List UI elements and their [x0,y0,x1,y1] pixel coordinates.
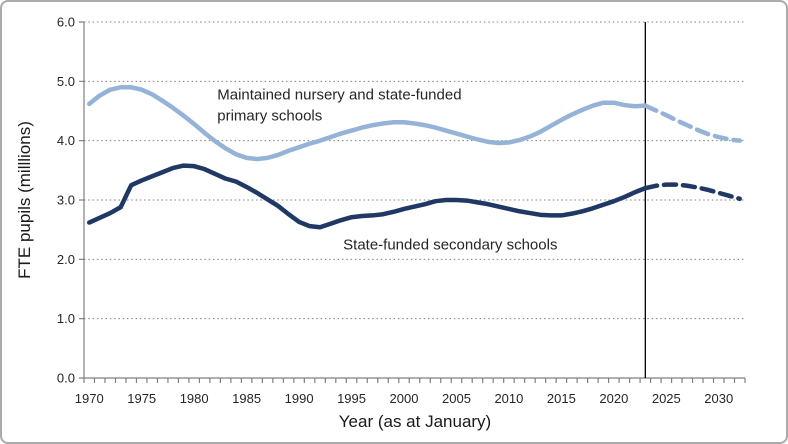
x-tick-label: 1975 [127,391,156,406]
series-primary [86,85,743,162]
x-tick-label: 2025 [652,391,681,406]
y-tick-label: 2.0 [57,252,75,267]
y-tick-label: 1.0 [57,311,75,326]
x-tick-label: 1990 [285,391,314,406]
annotation-secondary-label: State-funded secondary schools [343,236,557,253]
series-primary-projected-line [643,103,743,143]
x-tick-label: 2030 [704,391,733,406]
annotations: Maintained nursery and state-funded prima… [217,86,557,253]
x-tick-label: 2010 [494,391,523,406]
series-secondary-projected-line [643,182,743,202]
x-tick-label: 1970 [75,391,104,406]
x-tick-label: 1980 [180,391,209,406]
y-tick-label: 6.0 [57,15,75,30]
annotation-primary-label-line: primary schools [217,107,322,124]
x-tick-label: 1995 [337,391,366,406]
x-tick-label: 1985 [232,391,261,406]
annotation-primary-label: Maintained nursery and state-funded prima… [217,86,461,124]
series-secondary [86,163,743,230]
annotation-secondary-label-line: State-funded secondary schools [343,236,557,253]
y-tick-label: 5.0 [57,74,75,89]
series-secondary-actual-line [86,163,648,230]
x-tick-label: 2000 [390,391,419,406]
x-tick-label: 2005 [442,391,471,406]
y-tick-label: 4.0 [57,133,75,148]
y-tick-label: 0.0 [57,371,75,386]
y-axis-ticks: 0.0 1.0 2.0 3.0 4.0 5.0 6.0 [57,15,84,386]
y-tick-label: 3.0 [57,193,75,208]
x-axis-ticks: 1970 1975 1980 1985 1990 1995 2000 2005 2010 2015… [75,378,746,406]
annotation-primary-label-line: Maintained nursery and state-funded [217,86,461,103]
gridlines [84,21,745,320]
x-tick-label: 2015 [547,391,576,406]
x-tick-label: 2020 [599,391,628,406]
series-primary-actual-line [86,85,648,162]
y-axis-title: FTE pupils (milllions) [15,121,34,279]
x-axis-title: Year (as at January) [339,412,491,431]
